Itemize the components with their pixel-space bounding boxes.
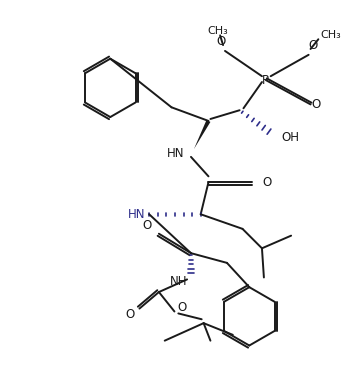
Text: HN: HN <box>167 147 184 161</box>
Text: O: O <box>142 219 152 233</box>
Text: OH: OH <box>282 131 299 144</box>
Text: CH₃: CH₃ <box>208 26 229 37</box>
Text: O: O <box>125 308 134 321</box>
Text: CH₃: CH₃ <box>320 31 341 40</box>
Text: O: O <box>312 98 321 111</box>
Text: HN: HN <box>128 208 145 221</box>
Text: O: O <box>217 35 226 48</box>
Text: NH: NH <box>170 275 187 288</box>
Polygon shape <box>194 120 210 149</box>
Text: O: O <box>308 38 317 52</box>
Text: P: P <box>262 74 269 87</box>
Text: O: O <box>178 301 187 314</box>
Text: O: O <box>262 176 271 188</box>
